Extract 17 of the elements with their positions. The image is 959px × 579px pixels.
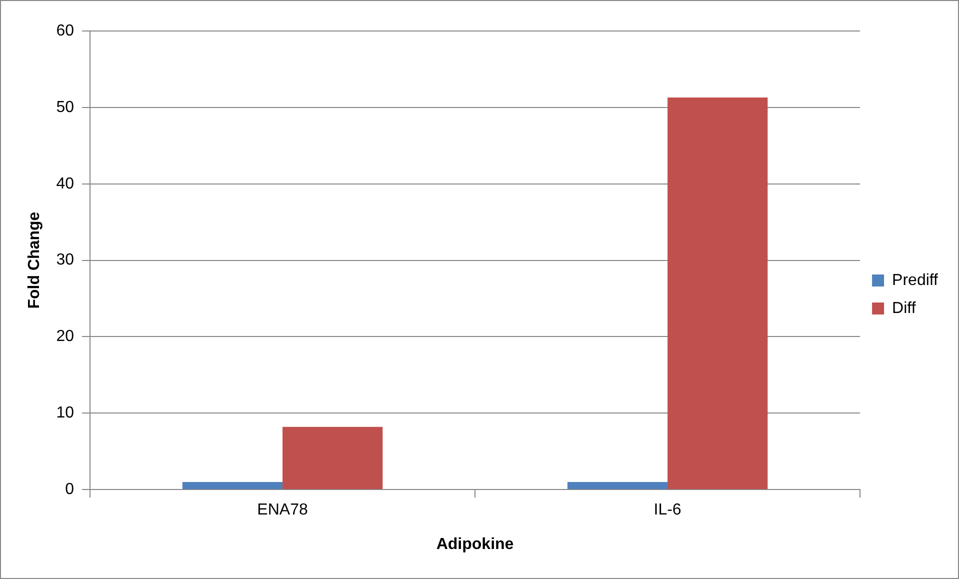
y-tick-label: 20 xyxy=(56,328,74,346)
bar xyxy=(567,482,668,490)
y-tick-label: 60 xyxy=(56,22,74,40)
bar xyxy=(182,482,283,490)
x-tick-label: ENA78 xyxy=(257,502,308,519)
x-tick-label: IL-6 xyxy=(654,502,682,519)
y-tick-label: 0 xyxy=(65,481,74,498)
bar xyxy=(282,426,383,490)
legend-label: Diff xyxy=(892,300,916,317)
bar xyxy=(668,97,768,490)
y-axis-title: Fold Change xyxy=(26,212,44,309)
y-tick-label: 30 xyxy=(56,252,74,269)
legend-label: Prediff xyxy=(892,272,939,289)
x-axis-title: Adipokine xyxy=(436,536,514,553)
y-tick-label: 50 xyxy=(56,98,74,116)
y-tick-label: 10 xyxy=(56,404,74,422)
y-tick-label: 40 xyxy=(56,175,74,192)
